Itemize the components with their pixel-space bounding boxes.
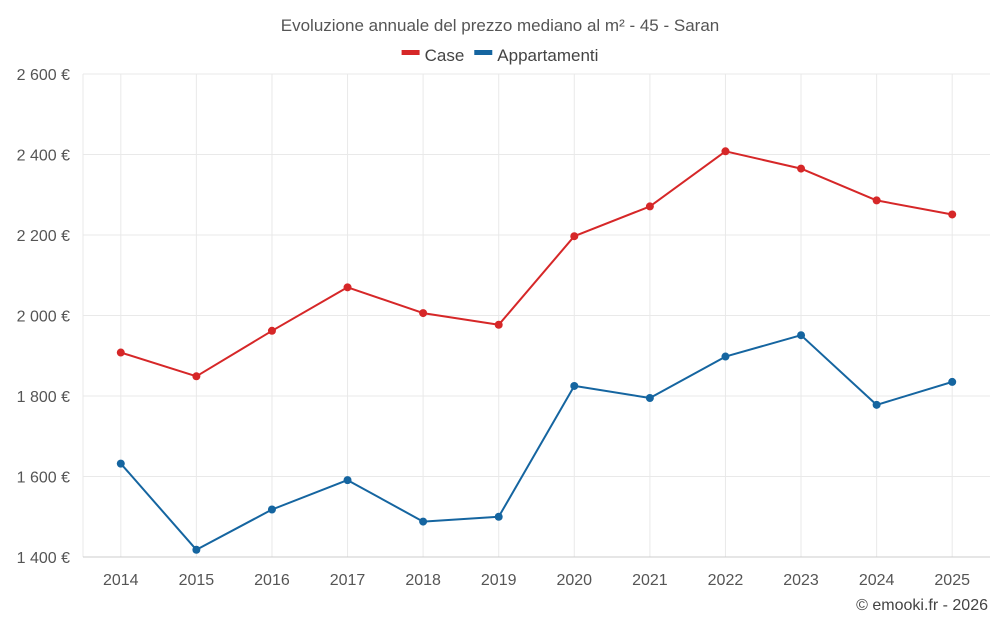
legend-swatch-case [401, 50, 420, 55]
x-tick-label: 2025 [934, 572, 970, 589]
data-point-appartamenti[interactable] [494, 512, 503, 521]
data-point-case[interactable] [797, 164, 806, 173]
data-point-appartamenti[interactable] [570, 381, 579, 390]
y-tick-label: 1 400 € [17, 550, 70, 567]
x-tick-label: 2018 [405, 572, 441, 589]
legend-label-case[interactable]: Case [425, 46, 465, 65]
data-point-appartamenti[interactable] [343, 476, 352, 485]
x-tick-label: 2017 [330, 572, 366, 589]
credit-text: © emooki.fr - 2026 [856, 597, 988, 614]
series-appartamenti [116, 331, 957, 554]
axes: 1 400 € 1 600 € 1 800 € 2 000 € 2 200 € 2 400… [17, 67, 990, 589]
y-tick-label: 1 600 € [17, 470, 70, 487]
x-tick-label: 2016 [254, 572, 290, 589]
series [116, 147, 957, 554]
data-point-case[interactable] [419, 309, 428, 318]
x-tick-label: 2020 [556, 572, 592, 589]
y-tick-label: 2 000 € [17, 309, 70, 326]
data-point-case[interactable] [948, 210, 957, 219]
data-point-case[interactable] [192, 372, 201, 381]
data-point-appartamenti[interactable] [419, 517, 428, 526]
y-tick-label: 2 600 € [17, 67, 70, 84]
data-point-case[interactable] [116, 348, 125, 357]
data-point-case[interactable] [721, 147, 730, 156]
x-tick-label: 2019 [481, 572, 517, 589]
x-tick-label: 2021 [632, 572, 668, 589]
data-point-case[interactable] [645, 202, 654, 211]
series-case [116, 147, 957, 381]
data-point-appartamenti[interactable] [192, 545, 201, 554]
x-tick-label: 2023 [783, 572, 819, 589]
data-point-appartamenti[interactable] [267, 505, 276, 514]
chart-title: Evoluzione annuale del prezzo mediano al… [281, 16, 719, 35]
data-point-appartamenti[interactable] [645, 394, 654, 403]
data-point-case[interactable] [494, 320, 503, 329]
x-tick-label: 2022 [708, 572, 744, 589]
x-tick-label: 2024 [859, 572, 895, 589]
legend-label-appartamenti[interactable]: Appartamenti [497, 46, 598, 65]
series-line-case [120, 150, 953, 378]
grid [82, 73, 990, 558]
data-point-case[interactable] [570, 232, 579, 241]
legend-swatch-appartamenti [474, 50, 493, 55]
x-tick-label: 2015 [179, 572, 215, 589]
y-tick-label: 2 200 € [17, 228, 70, 245]
y-tick-label: 1 800 € [17, 389, 70, 406]
x-tick-label: 2014 [103, 572, 139, 589]
data-point-appartamenti[interactable] [948, 377, 957, 386]
series-line-appartamenti [120, 334, 953, 551]
data-point-appartamenti[interactable] [116, 459, 125, 468]
data-point-case[interactable] [267, 326, 276, 335]
data-point-case[interactable] [343, 283, 352, 292]
data-point-appartamenti[interactable] [797, 331, 806, 340]
legend[interactable]: Case Appartamenti [401, 46, 599, 65]
data-point-appartamenti[interactable] [721, 352, 730, 361]
y-tick-label: 2 400 € [17, 148, 70, 165]
data-point-case[interactable] [872, 196, 881, 205]
data-point-appartamenti[interactable] [872, 400, 881, 409]
